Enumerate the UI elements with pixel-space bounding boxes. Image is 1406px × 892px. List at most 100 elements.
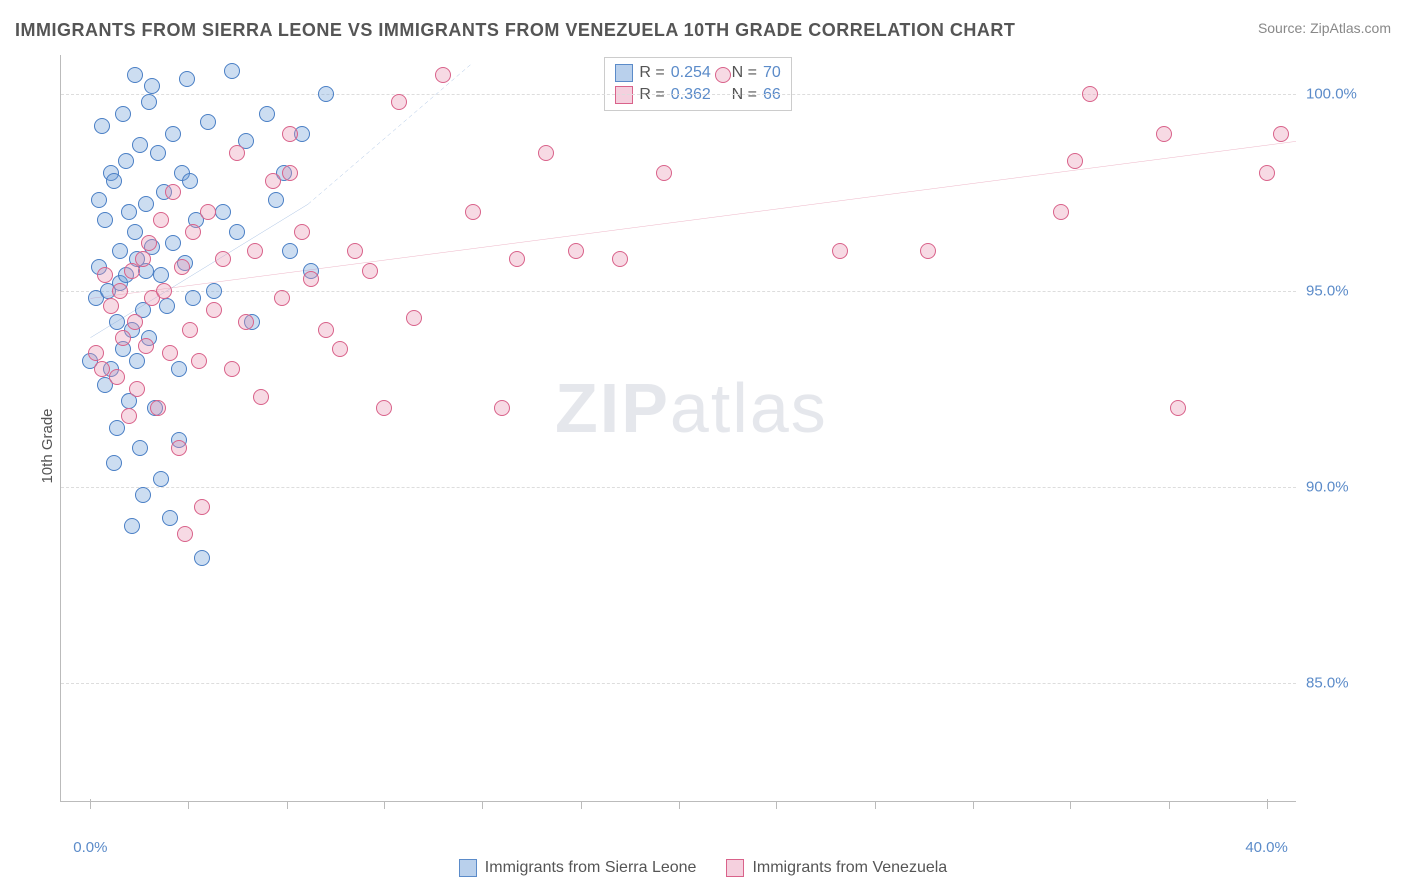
n-prefix: N =: [732, 64, 757, 82]
data-point-venezuela: [1170, 400, 1186, 416]
x-minor-tick: [875, 801, 876, 809]
data-point-sierra-leone: [106, 173, 122, 189]
data-point-sierra-leone: [224, 63, 240, 79]
x-tick-label: 0.0%: [73, 839, 107, 856]
data-point-venezuela: [171, 440, 187, 456]
data-point-venezuela: [1273, 126, 1289, 142]
data-point-sierra-leone: [127, 224, 143, 240]
data-point-sierra-leone: [91, 192, 107, 208]
data-point-venezuela: [465, 204, 481, 220]
data-point-venezuela: [318, 322, 334, 338]
data-point-venezuela: [215, 251, 231, 267]
data-point-venezuela: [200, 204, 216, 220]
x-minor-tick: [287, 801, 288, 809]
data-point-sierra-leone: [165, 126, 181, 142]
swatch-sierra-leone: [459, 859, 477, 877]
data-point-sierra-leone: [159, 298, 175, 314]
data-point-venezuela: [282, 165, 298, 181]
x-minor-tick: [581, 801, 582, 809]
legend-item-venezuela: Immigrants from Venezuela: [726, 859, 947, 877]
data-point-sierra-leone: [106, 455, 122, 471]
data-point-sierra-leone: [132, 137, 148, 153]
data-point-sierra-leone: [165, 235, 181, 251]
data-point-venezuela: [124, 263, 140, 279]
data-point-sierra-leone: [150, 145, 166, 161]
watermark-atlas: atlas: [670, 369, 828, 447]
data-point-venezuela: [182, 322, 198, 338]
data-point-venezuela: [135, 251, 151, 267]
data-point-venezuela: [94, 361, 110, 377]
x-minor-tick: [1070, 801, 1071, 809]
legend-item-sierra-leone: Immigrants from Sierra Leone: [459, 859, 697, 877]
data-point-venezuela: [177, 526, 193, 542]
y-tick-label: 85.0%: [1306, 675, 1376, 692]
data-point-venezuela: [1156, 126, 1172, 142]
series-label-sierra-leone: Immigrants from Sierra Leone: [485, 859, 697, 877]
data-point-sierra-leone: [109, 314, 125, 330]
data-point-sierra-leone: [200, 114, 216, 130]
data-point-sierra-leone: [179, 71, 195, 87]
data-point-venezuela: [115, 330, 131, 346]
correlation-legend: R = 0.254 N = 70 R = 0.362 N = 66: [604, 57, 791, 111]
data-point-venezuela: [303, 271, 319, 287]
data-point-venezuela: [112, 283, 128, 299]
x-tick-label: 40.0%: [1245, 839, 1288, 856]
data-point-venezuela: [920, 243, 936, 259]
data-point-sierra-leone: [124, 518, 140, 534]
data-point-venezuela: [347, 243, 363, 259]
data-point-venezuela: [162, 345, 178, 361]
data-point-sierra-leone: [129, 353, 145, 369]
gridline: [61, 291, 1296, 292]
data-point-venezuela: [141, 235, 157, 251]
plot-area: ZIPatlas R = 0.254 N = 70 R = 0.362 N = …: [60, 55, 1296, 802]
data-point-venezuela: [238, 314, 254, 330]
gridline: [61, 487, 1296, 488]
data-point-sierra-leone: [121, 204, 137, 220]
data-point-sierra-leone: [206, 283, 222, 299]
n-value-sierra-leone: 70: [763, 64, 781, 82]
data-point-venezuela: [150, 400, 166, 416]
data-point-venezuela: [376, 400, 392, 416]
source-name: ZipAtlas.com: [1310, 20, 1391, 36]
series-legend: Immigrants from Sierra Leone Immigrants …: [0, 859, 1406, 877]
data-point-sierra-leone: [115, 106, 131, 122]
data-point-sierra-leone: [182, 173, 198, 189]
data-point-sierra-leone: [109, 420, 125, 436]
x-minor-tick: [384, 801, 385, 809]
data-point-sierra-leone: [153, 471, 169, 487]
data-point-venezuela: [832, 243, 848, 259]
data-point-venezuela: [103, 298, 119, 314]
gridline: [61, 683, 1296, 684]
data-point-venezuela: [406, 310, 422, 326]
data-point-venezuela: [656, 165, 672, 181]
chart-title: IMMIGRANTS FROM SIERRA LEONE VS IMMIGRAN…: [15, 20, 1015, 41]
data-point-venezuela: [1053, 204, 1069, 220]
data-point-venezuela: [247, 243, 263, 259]
data-point-sierra-leone: [259, 106, 275, 122]
data-point-sierra-leone: [215, 204, 231, 220]
data-point-sierra-leone: [282, 243, 298, 259]
data-point-venezuela: [191, 353, 207, 369]
data-point-venezuela: [282, 126, 298, 142]
data-point-venezuela: [194, 499, 210, 515]
swatch-sierra-leone: [615, 64, 633, 82]
data-point-sierra-leone: [127, 67, 143, 83]
source-prefix: Source:: [1258, 20, 1310, 36]
y-tick-label: 100.0%: [1306, 86, 1376, 103]
y-tick-label: 95.0%: [1306, 282, 1376, 299]
data-point-sierra-leone: [185, 290, 201, 306]
series-label-venezuela: Immigrants from Venezuela: [752, 859, 947, 877]
data-point-sierra-leone: [153, 267, 169, 283]
data-point-venezuela: [121, 408, 137, 424]
data-point-sierra-leone: [194, 550, 210, 566]
data-point-sierra-leone: [144, 78, 160, 94]
data-point-sierra-leone: [118, 153, 134, 169]
source-attribution: Source: ZipAtlas.com: [1258, 20, 1391, 36]
data-point-venezuela: [224, 361, 240, 377]
data-point-venezuela: [274, 290, 290, 306]
legend-row-sierra-leone: R = 0.254 N = 70: [615, 62, 780, 84]
data-point-venezuela: [253, 389, 269, 405]
data-point-venezuela: [1082, 86, 1098, 102]
y-tick-label: 90.0%: [1306, 478, 1376, 495]
data-point-venezuela: [153, 212, 169, 228]
